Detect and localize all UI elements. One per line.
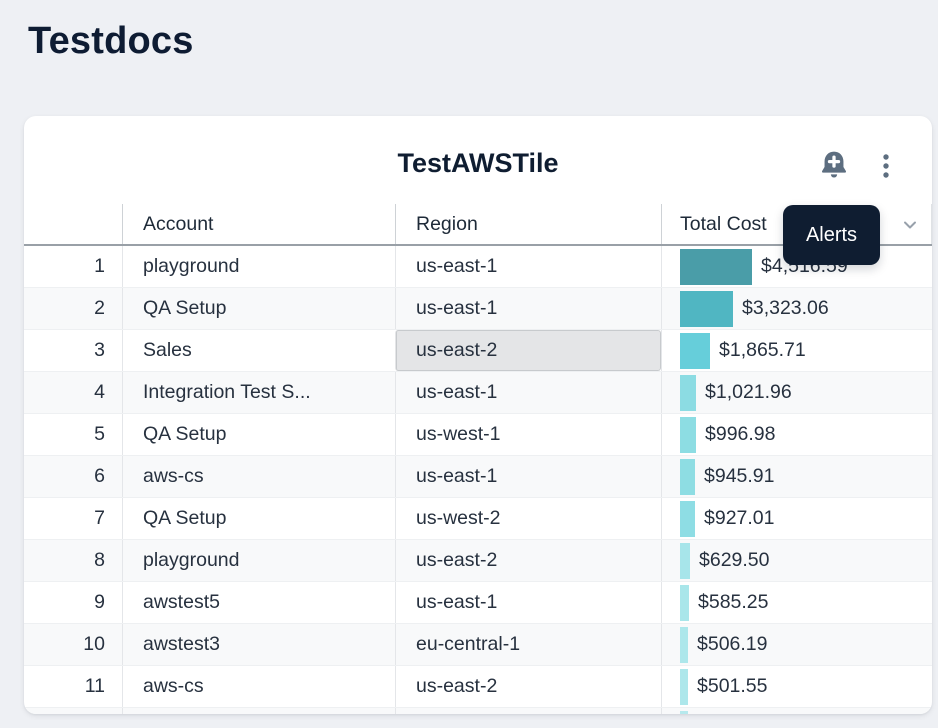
account-cell[interactable]: playground	[122, 246, 395, 287]
table-body: 1 playground us-east-1 $4,516.59 2 QA Se…	[24, 246, 932, 714]
row-index-cell	[24, 708, 122, 714]
account-cell[interactable]: Sales	[122, 330, 395, 371]
chevron-down-icon[interactable]	[901, 216, 919, 240]
row-index-cell: 10	[83, 633, 105, 655]
account-cell[interactable]: QA Setup	[122, 414, 395, 455]
total-cost-cell[interactable]: $4,516.59	[661, 246, 932, 287]
tile-menu-button[interactable]	[872, 150, 900, 182]
total-cost-cell[interactable]: $3,323.06	[661, 288, 932, 329]
header-total-cost[interactable]: Total Cost	[661, 204, 932, 244]
region-cell[interactable]: us-east-1	[395, 372, 661, 413]
account-cell[interactable]: Integration Test S...	[122, 372, 395, 413]
alerts-button[interactable]	[816, 148, 852, 184]
header-region[interactable]: Region	[395, 204, 661, 244]
region-cell[interactable]: us-east-1	[395, 246, 661, 287]
region-cell[interactable]: us-west-1	[395, 414, 661, 455]
account-cell[interactable]: aws-cs	[122, 666, 395, 707]
row-index-cell: 11	[84, 675, 105, 697]
total-cost-cell[interactable]: $927.01	[661, 498, 932, 539]
total-cost-cell[interactable]: $1,021.96	[661, 372, 932, 413]
row-index-cell: 8	[94, 549, 105, 571]
tooltip-label: Alerts	[805, 223, 858, 246]
data-table: Account Region Total Cost 1 playground u…	[24, 204, 932, 714]
cost-bar	[680, 248, 752, 285]
cost-bar	[680, 710, 688, 714]
row-index-cell: 2	[94, 297, 105, 319]
account-cell[interactable]: awstest3	[122, 624, 395, 665]
total-cost-cell[interactable]: $945.91	[661, 456, 932, 497]
total-cost-cell[interactable]: $501.55	[661, 666, 932, 707]
cost-value: $996.98	[705, 423, 776, 445]
table-header-row: Account Region Total Cost	[24, 204, 932, 246]
cost-bar	[680, 290, 733, 327]
table-row[interactable]: 10 awstest3 eu-central-1 $506.19	[24, 624, 932, 666]
region-cell[interactable]: us-east-1	[395, 288, 661, 329]
account-cell[interactable]: playground	[122, 540, 395, 581]
region-cell[interactable]: us-east-2	[395, 540, 661, 581]
account-cell[interactable]: QA Setup	[122, 288, 395, 329]
region-cell[interactable]: us-east-2	[395, 666, 661, 707]
row-index-cell: 9	[94, 591, 105, 613]
cost-bar	[680, 458, 695, 495]
total-cost-cell[interactable]	[661, 708, 932, 714]
account-cell[interactable]: aws-cs	[122, 456, 395, 497]
region-cell[interactable]: eu-central-1	[395, 624, 661, 665]
row-index-cell: 3	[94, 339, 105, 361]
dashboard-tile: TestAWSTile Account Regio	[24, 116, 932, 714]
alerts-tooltip: Alerts	[783, 205, 880, 265]
cost-value: $3,323.06	[742, 297, 829, 319]
cost-bar	[680, 668, 688, 705]
cost-value: $1,021.96	[705, 381, 792, 403]
total-cost-cell[interactable]: $629.50	[661, 540, 932, 581]
table-row[interactable]: 3 Sales us-east-2 $1,865.71	[24, 330, 932, 372]
bell-plus-icon	[816, 151, 852, 187]
table-row[interactable]: 8 playground us-east-2 $629.50	[24, 540, 932, 582]
cost-value: $629.50	[699, 549, 770, 571]
table-row[interactable]: 2 QA Setup us-east-1 $3,323.06	[24, 288, 932, 330]
row-index-cell: 5	[94, 423, 105, 445]
table-row[interactable]: 5 QA Setup us-west-1 $996.98	[24, 414, 932, 456]
region-cell[interactable]: us-east-1	[395, 582, 661, 623]
region-cell[interactable]: us-east-1	[395, 456, 661, 497]
cost-bar	[680, 542, 690, 579]
cost-value: $585.25	[698, 591, 769, 613]
table-row-partial[interactable]	[24, 708, 932, 714]
cost-value: $945.91	[704, 465, 775, 487]
row-index-cell: 6	[94, 465, 105, 487]
cost-bar	[680, 374, 696, 411]
kebab-menu-icon	[872, 154, 900, 185]
table-row[interactable]: 11 aws-cs us-east-2 $501.55	[24, 666, 932, 708]
cost-bar	[680, 626, 688, 663]
page-title: Testdocs	[28, 20, 194, 62]
total-cost-cell[interactable]: $1,865.71	[661, 330, 932, 371]
cost-bar	[680, 416, 696, 453]
account-cell[interactable]: awstest5	[122, 582, 395, 623]
table-row[interactable]: 4 Integration Test S... us-east-1 $1,021…	[24, 372, 932, 414]
cost-bar	[680, 584, 689, 621]
row-index-cell: 7	[94, 507, 105, 529]
row-index-cell: 1	[94, 255, 105, 277]
account-cell[interactable]	[122, 708, 395, 714]
tile-title: TestAWSTile	[397, 148, 559, 178]
account-cell[interactable]: QA Setup	[122, 498, 395, 539]
total-cost-cell[interactable]: $585.25	[661, 582, 932, 623]
table-row[interactable]: 1 playground us-east-1 $4,516.59	[24, 246, 932, 288]
header-account[interactable]: Account	[122, 204, 395, 244]
cost-value: $927.01	[704, 507, 775, 529]
cost-bar	[680, 500, 695, 537]
total-cost-cell[interactable]: $996.98	[661, 414, 932, 455]
region-cell[interactable]: us-west-2	[395, 498, 661, 539]
cost-value: $501.55	[697, 675, 768, 697]
cost-value: $1,865.71	[719, 339, 806, 361]
header-index	[24, 204, 122, 244]
table-row[interactable]: 7 QA Setup us-west-2 $927.01	[24, 498, 932, 540]
cost-value: $506.19	[697, 633, 768, 655]
total-cost-cell[interactable]: $506.19	[661, 624, 932, 665]
table-row[interactable]: 6 aws-cs us-east-1 $945.91	[24, 456, 932, 498]
cost-bar	[680, 332, 710, 369]
region-cell[interactable]: us-east-2	[395, 330, 661, 371]
row-index-cell: 4	[94, 381, 105, 403]
region-cell[interactable]	[395, 708, 661, 714]
table-row[interactable]: 9 awstest5 us-east-1 $585.25	[24, 582, 932, 624]
